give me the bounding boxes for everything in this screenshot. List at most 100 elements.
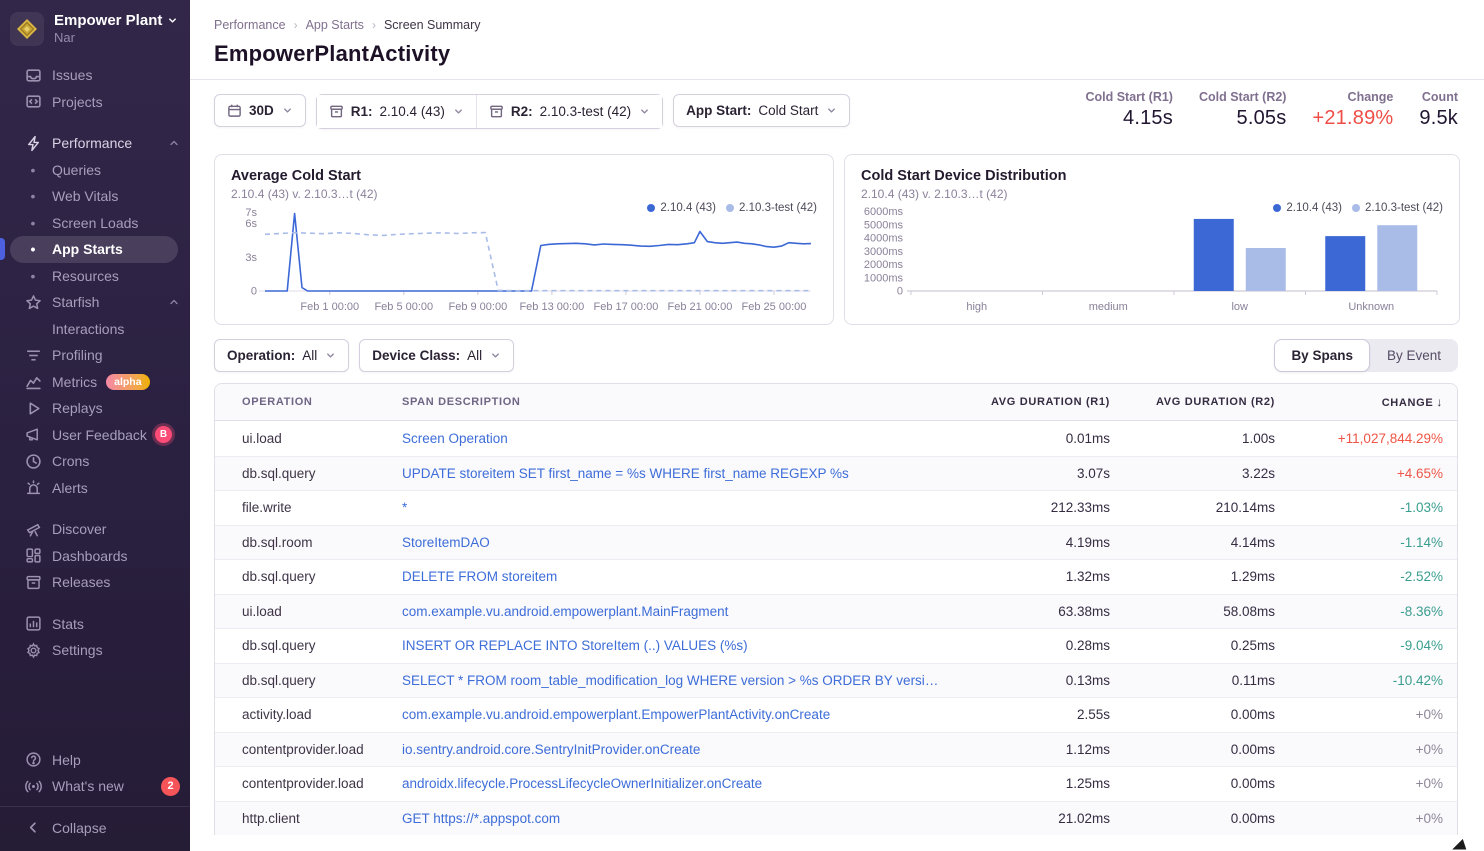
legend-item[interactable]: 2.10.3-test (42) — [1352, 202, 1443, 214]
view-toggle-by-event[interactable]: By Event — [1386, 348, 1441, 363]
svg-text:Feb 17 00:00: Feb 17 00:00 — [593, 301, 658, 313]
breadcrumb-app-starts[interactable]: App Starts — [305, 18, 364, 32]
cell-span-description[interactable]: androidx.lifecycle.ProcessLifecycleOwner… — [402, 776, 763, 792]
cell-span-description[interactable]: SELECT * FROM room_table_modification_lo… — [402, 672, 945, 688]
column-header-operation[interactable]: OPERATION — [242, 396, 313, 408]
cell-operation: db.sql.room — [242, 534, 313, 550]
sidebar-item-label: Help — [52, 751, 81, 768]
svg-text:0: 0 — [251, 286, 257, 298]
sidebar-item-settings[interactable]: Settings — [0, 637, 190, 664]
cell-operation: ui.load — [242, 430, 282, 446]
sidebar-item-releases[interactable]: Releases — [0, 569, 190, 596]
cell-span-description[interactable]: UPDATE storeitem SET first_name = %s WHE… — [402, 465, 849, 481]
sidebar-item-replays[interactable]: Replays — [0, 395, 190, 422]
sidebar-item-crons[interactable]: Crons — [0, 448, 190, 475]
breadcrumb-separator-icon: › — [371, 18, 376, 32]
main-content: Performance › App Starts › Screen Summar… — [190, 0, 1484, 851]
svg-text:Feb 25 00:00: Feb 25 00:00 — [742, 301, 807, 313]
sidebar-item-app-starts[interactable]: • App Starts — [0, 236, 178, 263]
sidebar-item-label: Queries — [52, 161, 102, 178]
sidebar-item-label: Resources — [52, 267, 119, 284]
table-row: ui.load com.example.vu.android.empowerpla… — [215, 593, 1457, 628]
cell-span-description[interactable]: com.example.vu.android.empowerplant.Empo… — [402, 707, 831, 723]
sidebar-item-label: Starfish — [52, 294, 100, 311]
replays-icon — [24, 399, 42, 417]
sidebar-item-web-vitals[interactable]: • Web Vitals — [0, 183, 190, 210]
cell-span-description[interactable]: StoreItemDAO — [402, 534, 490, 550]
chart-title: Cold Start Device Distribution — [861, 168, 1067, 184]
sidebar-item-collapse[interactable]: Collapse — [0, 815, 190, 842]
cell-change: -2.52% — [1400, 569, 1443, 585]
table-row: http.client GET https://*.appspot.com 21.0… — [215, 800, 1457, 835]
sidebar-item-issues[interactable]: Issues — [0, 62, 190, 89]
cell-avg-duration-r2: 0.00ms — [1230, 707, 1275, 723]
releases-icon — [24, 573, 42, 591]
sidebar-item-label: Stats — [52, 615, 84, 632]
chart-legend: 2.10.4 (43) 2.10.3-test (42) — [1273, 202, 1443, 214]
sidebar-item-help[interactable]: Help — [0, 747, 190, 774]
sidebar-item-performance[interactable]: Performance — [0, 130, 190, 157]
sidebar-section: Issues Projects — [0, 62, 190, 115]
sidebar-item-stats[interactable]: Stats — [0, 611, 190, 638]
device-class-filter-button[interactable]: Device Class: All — [359, 339, 515, 372]
count-badge: 2 — [161, 776, 180, 796]
cell-span-description[interactable]: com.example.vu.android.empowerplant.Main… — [402, 603, 729, 619]
sidebar-item-interactions[interactable]: Interactions — [0, 316, 190, 343]
sidebar-item-discover[interactable]: Discover — [0, 516, 190, 543]
page-title: EmpowerPlantActivity — [214, 41, 451, 66]
bullet-icon: • — [30, 241, 36, 258]
table-row: file.write * 212.33ms 210.14ms -1.03% — [215, 490, 1457, 525]
legend-item[interactable]: 2.10.4 (43) — [1273, 202, 1342, 214]
operation-filter-button[interactable]: Operation: All — [214, 339, 350, 372]
sidebar-item-starfish[interactable]: Starfish — [0, 289, 190, 316]
sidebar-item-screen-loads[interactable]: • Screen Loads — [0, 210, 190, 237]
sidebar-item-user-feedback[interactable]: User Feedback B — [0, 422, 190, 449]
column-header-span-description[interactable]: SPAN DESCRIPTION — [402, 396, 521, 408]
average-cold-start-chart: Feb 1 00:00 Feb 5 00:00 Feb 9 00:00 Feb 13 … — [245, 207, 812, 313]
app-start-type-button[interactable]: App Start: Cold Start — [673, 94, 851, 127]
cell-span-description[interactable]: DELETE FROM storeitem — [402, 569, 558, 585]
sidebar-item-dashboards[interactable]: Dashboards — [0, 543, 190, 570]
sidebar-item-label: Interactions — [52, 320, 125, 337]
cell-span-description[interactable]: Screen Operation — [402, 430, 508, 446]
stat-value: 9.5k — [1419, 107, 1458, 129]
legend-item[interactable]: 2.10.4 (43) — [647, 202, 716, 214]
sidebar-item-metrics[interactable]: Metrics alpha — [0, 369, 190, 396]
table-row: db.sql.query DELETE FROM storeitem 1.32ms 1… — [215, 559, 1457, 594]
svg-text:3000ms: 3000ms — [864, 246, 904, 258]
sidebar-item-alerts[interactable]: Alerts — [0, 475, 190, 502]
cell-span-description[interactable]: INSERT OR REPLACE INTO StoreItem (..) VA… — [402, 638, 748, 654]
table-row: contentprovider.load androidx.lifecycle.P… — [215, 766, 1457, 801]
date-range-button[interactable]: 30D — [214, 94, 306, 127]
sidebar-item-label: User Feedback — [52, 426, 147, 443]
legend-dot-icon — [647, 204, 656, 212]
svg-text:Feb 21 00:00: Feb 21 00:00 — [668, 301, 733, 313]
cell-change: -1.03% — [1400, 500, 1443, 516]
column-header-avg-duration-r2[interactable]: AVG DURATION (R2) — [1156, 396, 1275, 408]
column-header-change[interactable]: CHANGE ↓ — [1381, 395, 1443, 409]
breadcrumb-performance[interactable]: Performance — [214, 18, 286, 32]
legend-item[interactable]: 2.10.3-test (42) — [726, 202, 817, 214]
cell-span-description[interactable]: io.sentry.android.core.SentryInitProvide… — [402, 741, 701, 757]
sidebar-item-what-s-new[interactable]: What's new 2 — [0, 773, 190, 800]
sidebar-collapse-section: Collapse — [0, 805, 190, 851]
org-switcher[interactable]: Empower Plant Nar — [0, 12, 190, 47]
cell-span-description[interactable]: GET https://*.appspot.com — [402, 810, 561, 826]
svg-text:low: low — [1231, 301, 1248, 313]
cell-operation: db.sql.query — [242, 569, 316, 585]
sidebar-item-label: Web Vitals — [52, 188, 119, 205]
sidebar-item-queries[interactable]: • Queries — [0, 157, 190, 184]
sidebar-item-resources[interactable]: • Resources — [0, 263, 190, 290]
view-toggle-by-spans[interactable]: By Spans — [1274, 339, 1370, 372]
summary-stats: Cold Start (R1) 4.15s Cold Start (R2) 5.05s… — [1085, 90, 1458, 130]
column-header-avg-duration-r1[interactable]: AVG DURATION (R1) — [991, 396, 1110, 408]
alerts-icon — [24, 479, 42, 497]
sidebar-item-projects[interactable]: Projects — [0, 89, 190, 116]
release2-button[interactable]: R2: 2.10.3-test (42) — [475, 95, 663, 128]
release1-button[interactable]: R1: 2.10.4 (43) — [316, 95, 476, 128]
cell-span-description[interactable]: * — [402, 500, 408, 516]
sidebar-item-profiling[interactable]: Profiling — [0, 342, 190, 369]
cell-avg-duration-r1: 0.28ms — [1065, 638, 1110, 654]
release-compare-group: R1: 2.10.4 (43) R2: 2.10.3-test (42) — [315, 94, 664, 129]
summary-stat-change: Change +21.89% — [1312, 90, 1393, 130]
